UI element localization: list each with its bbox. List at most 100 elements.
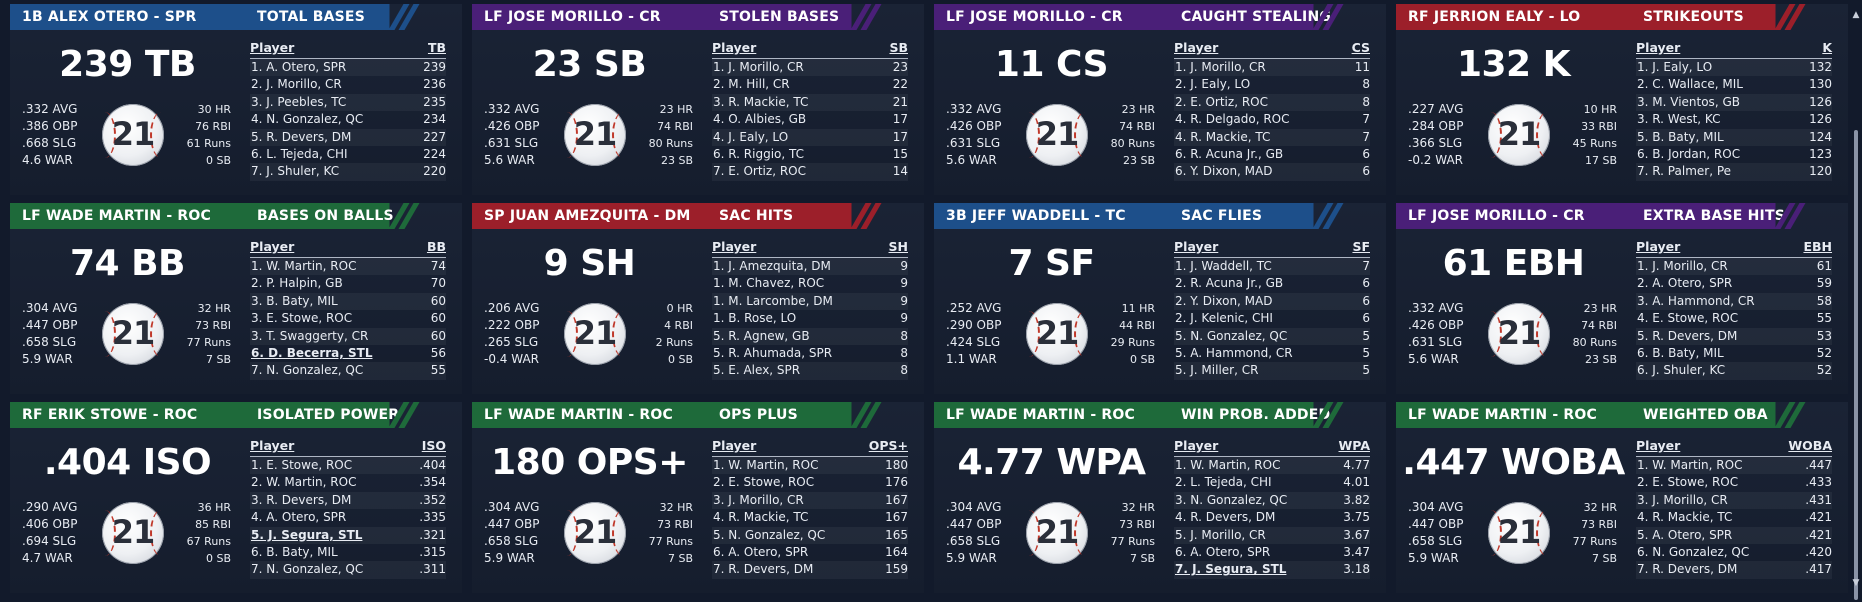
column-header-stat[interactable]: K xyxy=(1822,40,1832,55)
table-row[interactable]: 3. R. Mackie, TC 21 xyxy=(712,93,908,112)
table-row[interactable]: 5. J. Miller, CR 5 xyxy=(1174,362,1370,380)
leader-player-name[interactable]: LF JOSE MORILLO - CR xyxy=(1408,208,1585,224)
leader-player-name[interactable]: SP JUAN AMEZQUITA - DM xyxy=(484,208,691,224)
table-row[interactable]: 6. J. Shuler, KC 52 xyxy=(1636,362,1832,380)
row-player-name[interactable]: 6. A. Otero, SPR xyxy=(1175,544,1271,559)
table-row[interactable]: 1. A. Otero, SPR 239 xyxy=(250,59,446,77)
leader-player-name[interactable]: 1B ALEX OTERO - SPR xyxy=(22,9,197,25)
leader-card[interactable]: LF JOSE MORILLO - CR CAUGHT STEALING 11 … xyxy=(934,4,1386,195)
table-row[interactable]: 6. R. Acuna Jr., GB 6 xyxy=(1174,146,1370,163)
row-player-name[interactable]: 6. A. Otero, SPR xyxy=(713,544,809,559)
row-player-name[interactable]: 3. R. Mackie, TC xyxy=(713,94,809,109)
table-row[interactable]: 1. J. Amezquita, DM 9 xyxy=(712,258,908,276)
row-player-name[interactable]: 3. R. Devers, DM xyxy=(251,492,352,507)
row-player-name[interactable]: 3. J. Morillo, CR xyxy=(1637,492,1728,507)
row-player-name[interactable]: 7. E. Ortiz, ROC xyxy=(713,164,806,179)
table-row[interactable]: 2. J. Morillo, CR 236 xyxy=(250,76,446,93)
leader-card[interactable]: LF WADE MARTIN - ROC OPS PLUS 180 OPS+ .… xyxy=(472,402,924,593)
column-header-player[interactable]: Player xyxy=(1174,40,1219,55)
leader-card[interactable]: LF WADE MARTIN - ROC WEIGHTED OBA .447 W… xyxy=(1396,402,1848,593)
row-player-name[interactable]: 2. E. Ortiz, ROC xyxy=(1175,94,1268,109)
table-row[interactable]: 6. B. Baty, MIL .315 xyxy=(250,544,446,561)
column-header-player[interactable]: Player xyxy=(1174,438,1219,453)
row-player-name[interactable]: 6. R. Acuna Jr., GB xyxy=(1175,146,1284,161)
leader-player-name[interactable]: LF JOSE MORILLO - CR xyxy=(946,9,1123,25)
row-player-name[interactable]: 4. J. Ealy, LO xyxy=(713,129,789,144)
table-row[interactable]: 5. R. Devers, DM 53 xyxy=(1636,327,1832,345)
column-header-player[interactable]: Player xyxy=(250,438,295,453)
row-player-name[interactable]: 3. T. Swaggerty, CR xyxy=(251,328,369,343)
row-player-name[interactable]: 7. R. Palmer, Pe xyxy=(1637,164,1732,179)
table-row[interactable]: 6. A. Otero, SPR 3.47 xyxy=(1174,544,1370,561)
column-header-player[interactable]: Player xyxy=(250,239,295,254)
row-player-name[interactable]: 4. R. Mackie, TC xyxy=(1175,129,1271,144)
table-row[interactable]: 2. A. Otero, SPR 59 xyxy=(1636,275,1832,292)
row-player-name[interactable]: 2. R. Acuna Jr., GB xyxy=(1175,276,1284,291)
row-player-name[interactable]: 7. J. Shuler, KC xyxy=(251,164,340,179)
table-row[interactable]: 6. B. Baty, MIL 52 xyxy=(1636,345,1832,362)
row-player-name[interactable]: 1. M. Larcombe, DM xyxy=(713,293,833,308)
row-player-name[interactable]: 1. B. Rose, LO xyxy=(713,311,797,326)
table-row[interactable]: 1. J. Morillo, CR 61 xyxy=(1636,258,1832,276)
table-row[interactable]: 1. W. Martin, ROC 180 xyxy=(712,457,908,475)
row-player-name[interactable]: 3. J. Morillo, CR xyxy=(713,492,804,507)
leader-player-name[interactable]: LF WADE MARTIN - ROC xyxy=(1408,407,1597,423)
column-header-stat[interactable]: WOBA xyxy=(1788,438,1832,453)
table-row[interactable]: 6. R. Riggio, TC 15 xyxy=(712,146,908,163)
row-player-name[interactable]: 7. N. Gonzalez, QC xyxy=(251,363,364,378)
column-header-player[interactable]: Player xyxy=(250,40,295,55)
table-row[interactable]: 1. B. Rose, LO 9 xyxy=(712,310,908,327)
row-player-name[interactable]: 2. J. Ealy, LO xyxy=(1175,77,1251,92)
row-player-name[interactable]: 1. J. Morillo, CR xyxy=(1637,259,1728,273)
row-player-name[interactable]: 7. N. Gonzalez, QC xyxy=(251,562,364,577)
row-player-name[interactable]: 5. E. Alex, SPR xyxy=(713,363,801,378)
row-player-name[interactable]: 6. B. Jordan, ROC xyxy=(1637,146,1741,161)
column-header-stat[interactable]: SF xyxy=(1352,239,1370,254)
table-row[interactable]: 6. D. Becerra, STL 56 xyxy=(250,345,446,362)
table-row[interactable]: 6. A. Otero, SPR 164 xyxy=(712,544,908,561)
row-player-name[interactable]: 5. J. Morillo, CR xyxy=(1175,527,1266,542)
leader-card[interactable]: SP JUAN AMEZQUITA - DM SAC HITS 9 SH .20… xyxy=(472,203,924,394)
table-row[interactable]: 2. E. Stowe, ROC 176 xyxy=(712,474,908,491)
row-player-name[interactable]: 3. A. Hammond, CR xyxy=(1637,293,1755,308)
row-player-name[interactable]: 1. E. Stowe, ROC xyxy=(251,458,353,472)
row-player-name[interactable]: 1. J. Amezquita, DM xyxy=(713,259,831,273)
leader-card[interactable]: LF JOSE MORILLO - CR STOLEN BASES 23 SB … xyxy=(472,4,924,195)
table-row[interactable]: 2. J. Ealy, LO 8 xyxy=(1174,76,1370,93)
column-header-player[interactable]: Player xyxy=(1174,239,1219,254)
table-row[interactable]: 5. J. Segura, STL .321 xyxy=(250,526,446,544)
leader-card[interactable]: RF ERIK STOWE - ROC ISOLATED POWER .404 … xyxy=(10,402,462,593)
table-row[interactable]: 1. J. Waddell, TC 7 xyxy=(1174,258,1370,276)
row-player-name[interactable]: 2. E. Stowe, ROC xyxy=(1637,475,1739,490)
row-player-name[interactable]: 6. N. Gonzalez, QC xyxy=(1637,544,1750,559)
leader-card[interactable]: LF WADE MARTIN - ROC WIN PROB. ADDED 4.7… xyxy=(934,402,1386,593)
table-row[interactable]: 3. N. Gonzalez, QC 3.82 xyxy=(1174,491,1370,510)
leader-player-name[interactable]: RF ERIK STOWE - ROC xyxy=(22,407,198,423)
row-player-name[interactable]: 1. W. Martin, ROC xyxy=(713,458,819,472)
table-row[interactable]: 6. Y. Dixon, MAD 6 xyxy=(1174,163,1370,181)
table-row[interactable]: 4. N. Gonzalez, QC 234 xyxy=(250,111,446,128)
row-player-name[interactable]: 7. J. Segura, STL xyxy=(1175,562,1287,577)
table-row[interactable]: 3. T. Swaggerty, CR 60 xyxy=(250,327,446,345)
table-row[interactable]: 5. R. Ahumada, SPR 8 xyxy=(712,345,908,362)
row-player-name[interactable]: 2. A. Otero, SPR xyxy=(1637,276,1733,291)
table-row[interactable]: 3. B. Baty, MIL 60 xyxy=(250,292,446,311)
table-row[interactable]: 4. E. Stowe, ROC 55 xyxy=(1636,310,1832,327)
row-player-name[interactable]: 2. W. Martin, ROC xyxy=(251,475,357,490)
column-header-stat[interactable]: TB xyxy=(427,40,446,55)
row-player-name[interactable]: 5. R. Devers, DM xyxy=(251,129,352,144)
row-player-name[interactable]: 7. R. Devers, DM xyxy=(1637,562,1738,577)
table-row[interactable]: 4. R. Mackie, TC 7 xyxy=(1174,128,1370,146)
table-row[interactable]: 7. J. Shuler, KC 220 xyxy=(250,163,446,181)
scroll-thumb[interactable] xyxy=(1854,130,1858,600)
row-player-name[interactable]: 4. R. Mackie, TC xyxy=(1637,510,1733,525)
row-player-name[interactable]: 2. J. Kelenic, CHI xyxy=(1175,311,1273,326)
row-player-name[interactable]: 2. E. Stowe, ROC xyxy=(713,475,815,490)
leader-player-name[interactable]: LF WADE MARTIN - ROC xyxy=(484,407,673,423)
row-player-name[interactable]: 4. R. Mackie, TC xyxy=(713,510,809,525)
column-header-player[interactable]: Player xyxy=(1636,239,1681,254)
row-player-name[interactable]: 3. N. Gonzalez, QC xyxy=(1175,492,1288,507)
table-row[interactable]: 7. J. Segura, STL 3.18 xyxy=(1174,561,1370,579)
row-player-name[interactable]: 5. B. Baty, MIL xyxy=(1637,129,1724,144)
table-row[interactable]: 1. M. Chavez, ROC 9 xyxy=(712,275,908,292)
